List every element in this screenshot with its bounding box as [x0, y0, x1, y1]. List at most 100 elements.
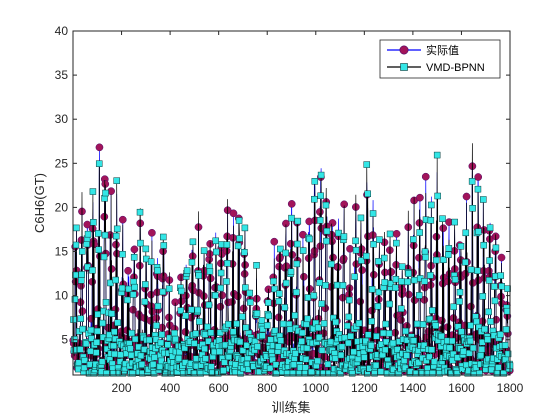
- point-predicted: [403, 352, 410, 359]
- point-predicted: [468, 178, 476, 185]
- point-predicted: [502, 326, 510, 333]
- point-predicted: [487, 318, 494, 325]
- point-predicted: [322, 201, 330, 209]
- point-predicted: [440, 256, 447, 264]
- point-predicted: [474, 185, 482, 193]
- point-predicted: [128, 351, 135, 359]
- point-actual: [392, 229, 401, 238]
- point-predicted: [367, 342, 375, 349]
- point-predicted: [491, 283, 498, 290]
- point-actual: [462, 192, 471, 201]
- point-predicted: [111, 328, 118, 336]
- point-predicted: [129, 291, 137, 298]
- point-predicted: [346, 296, 353, 304]
- point-predicted: [267, 336, 274, 343]
- point-predicted: [118, 284, 126, 292]
- point-predicted: [474, 267, 481, 274]
- point-predicted: [357, 214, 365, 222]
- point-predicted: [421, 278, 428, 285]
- point-predicted: [446, 344, 454, 352]
- point-predicted: [340, 233, 348, 240]
- point-predicted: [457, 243, 465, 250]
- point-predicted: [138, 361, 146, 368]
- point-predicted: [71, 296, 79, 303]
- point-predicted: [270, 277, 277, 285]
- y-tick-label: 15: [55, 245, 69, 259]
- point-predicted: [275, 343, 282, 350]
- point-predicted: [380, 254, 388, 262]
- point-predicted: [504, 350, 512, 358]
- point-predicted: [479, 293, 487, 300]
- point-predicted: [195, 318, 203, 325]
- point-predicted: [88, 335, 95, 342]
- point-predicted: [160, 242, 168, 249]
- point-predicted: [95, 246, 102, 253]
- point-predicted: [427, 272, 434, 279]
- point-actual: [300, 272, 308, 281]
- y-tick-label: 40: [55, 24, 69, 38]
- point-predicted: [188, 306, 195, 314]
- point-predicted: [110, 342, 118, 350]
- y-axis-label: C6H6(GT): [32, 173, 47, 233]
- point-predicted: [212, 248, 220, 256]
- legend-label-predicted: VMD-BPNN: [426, 62, 485, 74]
- point-predicted: [94, 327, 101, 335]
- point-predicted: [242, 324, 250, 331]
- point-predicted: [78, 248, 86, 255]
- point-predicted: [469, 205, 476, 212]
- point-predicted: [344, 322, 351, 330]
- point-predicted: [286, 326, 294, 333]
- point-predicted: [223, 278, 230, 285]
- point-predicted: [398, 263, 406, 270]
- point-predicted: [484, 336, 491, 343]
- point-predicted: [427, 217, 435, 224]
- point-actual: [270, 237, 279, 246]
- point-predicted: [475, 228, 482, 235]
- point-predicted: [117, 351, 124, 358]
- point-predicted: [451, 218, 458, 226]
- point-predicted: [416, 229, 423, 236]
- point-predicted: [130, 253, 138, 261]
- point-predicted: [448, 337, 456, 345]
- point-predicted: [492, 244, 500, 252]
- point-predicted: [293, 260, 301, 268]
- point-predicted: [89, 188, 97, 195]
- point-predicted: [458, 328, 465, 335]
- point-predicted: [467, 322, 474, 329]
- point-predicted: [480, 196, 487, 203]
- point-predicted: [142, 281, 149, 288]
- point-predicted: [172, 335, 179, 343]
- point-predicted: [100, 253, 108, 261]
- point-predicted: [282, 249, 289, 257]
- point-predicted: [137, 239, 144, 247]
- point-predicted: [316, 279, 323, 287]
- point-predicted: [348, 369, 356, 377]
- point-predicted: [182, 312, 189, 319]
- point-predicted: [421, 248, 429, 255]
- point-predicted: [362, 337, 370, 345]
- point-predicted: [246, 289, 253, 297]
- point-predicted: [404, 278, 411, 286]
- point-actual: [497, 253, 506, 262]
- point-predicted: [175, 354, 183, 362]
- point-predicted: [352, 246, 360, 254]
- point-actual: [358, 266, 366, 274]
- point-predicted: [269, 356, 276, 364]
- point-predicted: [351, 273, 358, 280]
- point-predicted: [381, 279, 388, 286]
- point-predicted: [364, 190, 371, 198]
- point-predicted: [112, 276, 119, 284]
- point-actual: [416, 193, 424, 202]
- point-predicted: [306, 235, 313, 243]
- point-predicted: [241, 249, 248, 256]
- point-predicted: [178, 287, 185, 295]
- point-predicted: [111, 350, 119, 358]
- x-tick-label: 1400: [400, 381, 427, 395]
- point-predicted: [259, 325, 267, 333]
- point-predicted: [298, 338, 305, 345]
- point-predicted: [153, 322, 160, 329]
- point-predicted: [72, 241, 80, 249]
- point-predicted: [302, 356, 310, 363]
- axes-layer: [72, 30, 511, 376]
